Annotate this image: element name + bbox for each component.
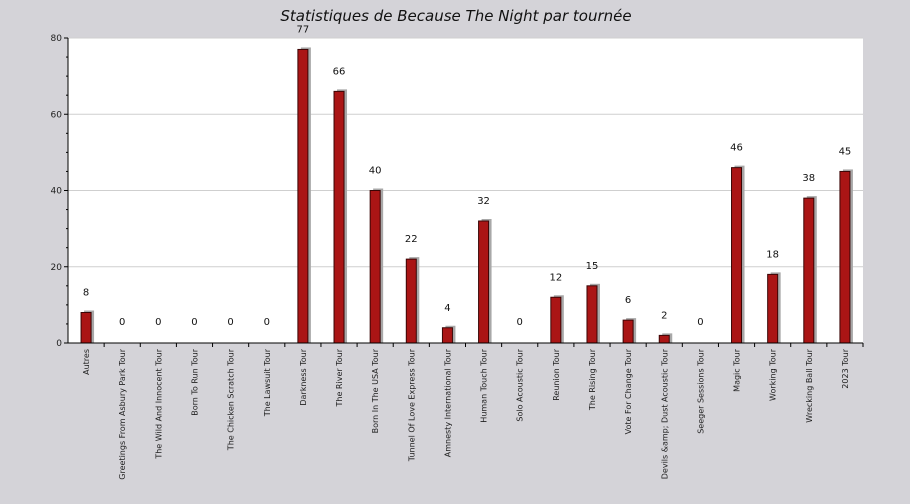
data-labels: 8 0 0 0 0 0 77 66 40 22 4 32 0 12 15 6 2 0 46 18 38 45 (83, 24, 851, 328)
x-tick-label: The Rising Tour (588, 348, 597, 411)
bar (405, 258, 417, 344)
data-label: 0 (119, 317, 125, 328)
x-axis: Autres Greetings From Asbury Park Tour The… (68, 342, 864, 480)
x-tick-label: The River Tour (335, 348, 344, 407)
x-tick-label: Seeger Sessions Tour (696, 348, 705, 433)
data-label: 2 (661, 310, 667, 321)
x-tick-label: Solo Acoustic Tour (516, 348, 525, 421)
data-label: 38 (802, 173, 815, 184)
data-label: 0 (227, 317, 233, 328)
x-tick-label: Greetings From Asbury Park Tour (118, 348, 127, 479)
x-tick-label: Amnesty International Tour (443, 348, 452, 457)
data-label: 40 (369, 166, 382, 177)
data-label: 22 (405, 234, 418, 245)
data-label: 0 (697, 317, 703, 328)
bar (731, 167, 743, 344)
bar (586, 285, 598, 344)
x-tick-label: Autres (82, 349, 91, 375)
y-axis: 0 20 40 60 80 (51, 34, 69, 349)
grid-lines (68, 37, 863, 268)
x-tick-label: Wrecking Ball Tour (805, 348, 814, 422)
data-label: 18 (766, 249, 779, 260)
bar (658, 334, 670, 344)
bar (80, 312, 92, 344)
bar (441, 327, 453, 344)
data-label: 6 (625, 295, 631, 306)
y-tick-label: 60 (51, 110, 63, 120)
x-tick-label: The Lawsuit Tour (263, 348, 272, 417)
bar (550, 296, 562, 344)
x-tick-label: 2023 Tour (841, 348, 850, 388)
data-label: 4 (444, 303, 450, 314)
x-tick-label: Devils &amp; Dust Acoustic Tour (660, 348, 669, 479)
bar (297, 48, 309, 344)
x-tick-label: Born In The USA Tour (371, 348, 380, 433)
y-tick-label: 20 (51, 263, 63, 273)
bar (622, 319, 634, 344)
chart-title: Statistiques de Because The Night par to… (280, 7, 631, 25)
bar (803, 197, 815, 344)
x-tick-label: Born To Run Tour (190, 348, 199, 415)
y-tick-label: 0 (56, 339, 62, 349)
bar (333, 90, 345, 344)
data-label: 66 (333, 66, 346, 77)
bar (839, 170, 851, 344)
x-tick-label: Working Tour (769, 348, 778, 401)
data-label: 0 (191, 317, 197, 328)
bar (767, 273, 779, 344)
data-label: 77 (297, 24, 310, 35)
x-tick-label: Tunnel Of Love Express Tour (407, 348, 416, 462)
x-tick-label: The Chicken Scratch Tour (227, 348, 236, 451)
bar (478, 220, 490, 344)
data-label: 0 (517, 317, 523, 328)
data-label: 45 (839, 146, 852, 157)
x-tick-label: Darkness Tour (299, 348, 308, 405)
data-label: 46 (730, 143, 743, 154)
data-label: 0 (264, 317, 270, 328)
bar (369, 190, 381, 344)
data-label: 8 (83, 288, 89, 299)
x-tick-label: The Wild And Innocent Tour (154, 348, 163, 459)
data-label: 12 (549, 272, 562, 283)
y-tick-label: 40 (51, 187, 63, 197)
x-tick-label: Human Touch Tour (480, 348, 489, 422)
data-label: 0 (155, 317, 161, 328)
x-tick-label: Reunion Tour (552, 348, 561, 400)
data-label: 32 (477, 196, 490, 207)
x-tick-label: Vote For Change Tour (624, 348, 633, 434)
data-label: 15 (586, 261, 599, 272)
y-tick-label: 80 (51, 34, 63, 44)
x-tick-label: Magic Tour (733, 348, 742, 392)
